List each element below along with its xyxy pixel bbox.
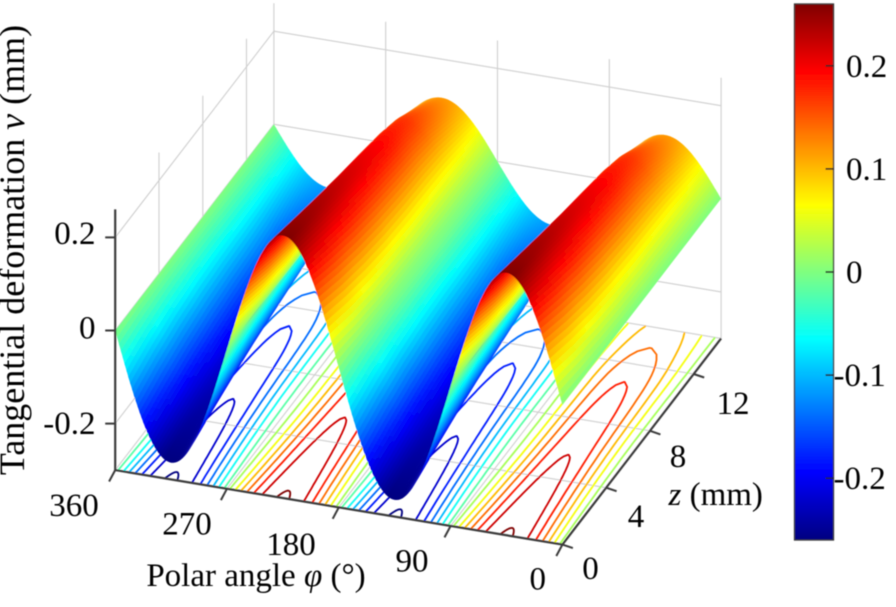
svg-text:360: 360 (49, 488, 99, 524)
svg-text:0.1: 0.1 (846, 152, 887, 188)
svg-text:0: 0 (582, 551, 599, 587)
svg-text:z (mm): z (mm) (667, 477, 762, 513)
svg-text:12: 12 (717, 386, 750, 422)
svg-text:-0.2: -0.2 (834, 461, 886, 497)
svg-text:0: 0 (846, 255, 863, 291)
svg-text:Polar angle φ (°): Polar angle φ (°) (146, 558, 365, 594)
svg-text:0.2: 0.2 (846, 49, 887, 85)
svg-text:0: 0 (530, 562, 547, 598)
svg-text:Tangential deformation v (mm): Tangential deformation v (mm) (0, 25, 32, 475)
svg-text:90: 90 (396, 544, 429, 580)
svg-text:0.2: 0.2 (54, 216, 95, 252)
svg-text:0: 0 (79, 311, 96, 347)
svg-text:8: 8 (670, 439, 687, 475)
svg-text:-0.1: -0.1 (834, 358, 886, 394)
svg-text:270: 270 (162, 507, 212, 543)
svg-text:180: 180 (266, 527, 316, 563)
svg-text:-0.2: -0.2 (43, 406, 95, 442)
svg-text:4: 4 (628, 499, 645, 535)
